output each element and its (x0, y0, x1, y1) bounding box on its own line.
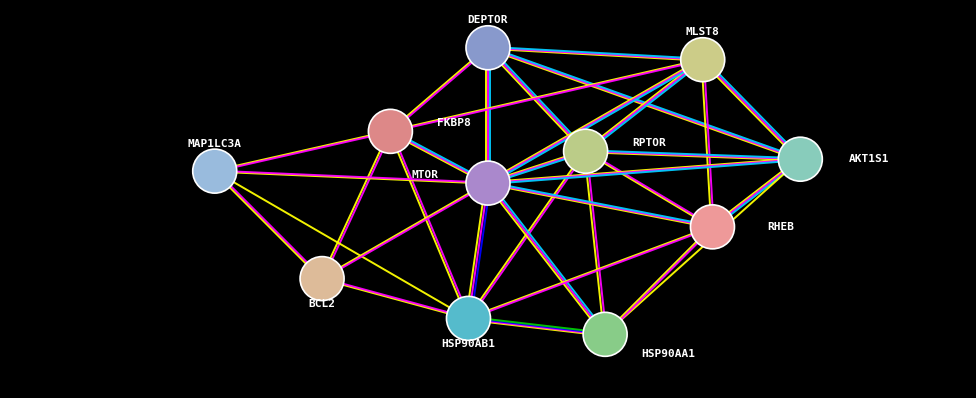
Text: MTOR: MTOR (411, 170, 438, 180)
Text: RPTOR: RPTOR (632, 138, 666, 148)
Text: HSP90AB1: HSP90AB1 (441, 339, 496, 349)
Ellipse shape (192, 149, 237, 193)
Text: BCL2: BCL2 (308, 299, 336, 310)
Ellipse shape (466, 161, 510, 205)
Ellipse shape (778, 137, 823, 181)
Text: MAP1LC3A: MAP1LC3A (187, 139, 242, 149)
Text: RHEB: RHEB (767, 222, 794, 232)
Ellipse shape (466, 26, 510, 70)
Text: MLST8: MLST8 (686, 27, 719, 37)
Ellipse shape (300, 257, 345, 300)
Ellipse shape (563, 129, 608, 173)
Text: DEPTOR: DEPTOR (468, 15, 508, 25)
Ellipse shape (680, 38, 725, 82)
Ellipse shape (583, 312, 628, 356)
Text: HSP90AA1: HSP90AA1 (641, 349, 696, 359)
Ellipse shape (446, 297, 491, 340)
Text: FKBP8: FKBP8 (437, 118, 470, 129)
Text: AKT1S1: AKT1S1 (848, 154, 889, 164)
Ellipse shape (690, 205, 735, 249)
Ellipse shape (368, 109, 413, 153)
